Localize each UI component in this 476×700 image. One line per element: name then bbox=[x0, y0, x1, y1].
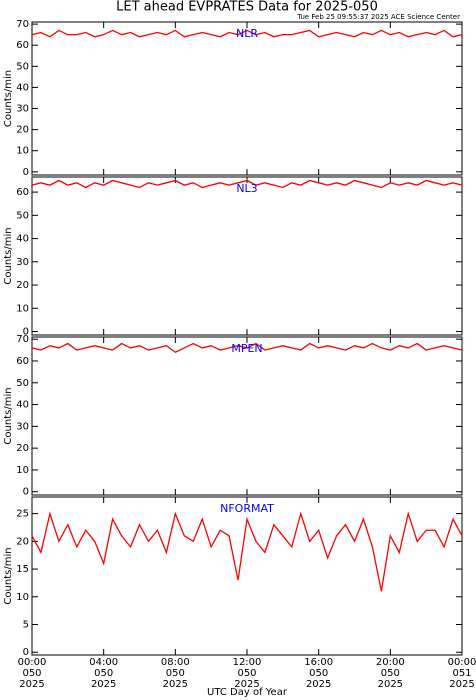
y-axis-label: Counts/min bbox=[3, 387, 14, 444]
panel-frame bbox=[31, 21, 463, 176]
y-tick-label: 60 bbox=[16, 356, 29, 367]
x-tick-label: 16:00 bbox=[304, 657, 333, 668]
y-tick-label: 60 bbox=[16, 187, 29, 198]
series-label: NL3 bbox=[236, 182, 257, 195]
x-tick-label: 20:00 bbox=[376, 657, 405, 668]
panel-frame bbox=[31, 176, 463, 336]
panel-frame bbox=[31, 336, 463, 496]
x-tick-label: 051 bbox=[452, 668, 471, 679]
series-label: NLR bbox=[236, 27, 258, 40]
y-tick-label: 70 bbox=[16, 19, 29, 30]
x-tick-label: 050 bbox=[22, 668, 41, 679]
x-tick-label: 050 bbox=[237, 668, 256, 679]
y-tick-label: 5 bbox=[23, 620, 29, 631]
y-tick-label: 30 bbox=[16, 104, 29, 115]
y-tick-label: 20 bbox=[16, 125, 29, 136]
timestamp: Tue Feb 25 09:55:37 2025 ACE Science Cen… bbox=[296, 13, 460, 21]
y-tick-label: 40 bbox=[16, 82, 29, 93]
x-tick-label: 2025 bbox=[19, 679, 44, 690]
x-tick-label: 2025 bbox=[234, 679, 259, 690]
y-tick-label: 10 bbox=[16, 592, 29, 603]
x-tick-label: 2025 bbox=[449, 679, 474, 690]
x-tick-label: 050 bbox=[309, 668, 328, 679]
y-tick-label: 0 bbox=[23, 167, 29, 178]
y-tick-label: 15 bbox=[16, 564, 29, 575]
y-axis-label: Counts/min bbox=[3, 547, 14, 604]
y-tick-label: 20 bbox=[16, 536, 29, 547]
y-tick-label: 10 bbox=[16, 146, 29, 157]
x-tick-label: 00:00 bbox=[448, 657, 476, 668]
x-axis-label: UTC Day of Year bbox=[207, 687, 288, 698]
data-line bbox=[31, 342, 463, 354]
x-tick-label: 2025 bbox=[163, 679, 188, 690]
y-tick-label: 30 bbox=[16, 421, 29, 432]
y-tick-label: 40 bbox=[16, 400, 29, 411]
y-axis-label: Counts/min bbox=[3, 70, 14, 127]
data-line bbox=[31, 179, 463, 189]
x-tick-label: 050 bbox=[166, 668, 185, 679]
y-tick-label: 50 bbox=[16, 210, 29, 221]
x-tick-label: 12:00 bbox=[233, 657, 262, 668]
y-tick-label: 40 bbox=[16, 234, 29, 245]
y-tick-label: 30 bbox=[16, 257, 29, 268]
x-tick-label: 08:00 bbox=[161, 657, 190, 668]
y-tick-label: 50 bbox=[16, 378, 29, 389]
series-label: NFORMAT bbox=[220, 502, 274, 515]
y-axis-label: Counts/min bbox=[3, 227, 14, 284]
y-tick-label: 20 bbox=[16, 280, 29, 291]
x-tick-label: 04:00 bbox=[89, 657, 118, 668]
y-tick-label: 50 bbox=[16, 61, 29, 72]
y-tick-label: 0 bbox=[23, 647, 29, 658]
x-tick-label: 2025 bbox=[91, 679, 116, 690]
x-tick-label: 2025 bbox=[306, 679, 331, 690]
y-tick-label: 70 bbox=[16, 334, 29, 345]
y-tick-label: 60 bbox=[16, 40, 29, 51]
page-title: LET ahead EVPRATES Data for 2025-050 bbox=[116, 0, 378, 15]
data-line bbox=[31, 29, 463, 38]
y-tick-label: 0 bbox=[23, 327, 29, 338]
x-tick-label: 050 bbox=[381, 668, 400, 679]
data-line bbox=[31, 511, 463, 592]
x-tick-label: 00:00 bbox=[18, 657, 47, 668]
y-tick-label: 20 bbox=[16, 443, 29, 454]
y-tick-label: 0 bbox=[23, 487, 29, 498]
x-tick-label: 050 bbox=[94, 668, 113, 679]
series-label: MPEN bbox=[231, 342, 262, 355]
x-tick-label: 2025 bbox=[378, 679, 403, 690]
y-tick-label: 10 bbox=[16, 465, 29, 476]
y-tick-label: 25 bbox=[16, 509, 29, 520]
y-tick-label: 10 bbox=[16, 303, 29, 314]
